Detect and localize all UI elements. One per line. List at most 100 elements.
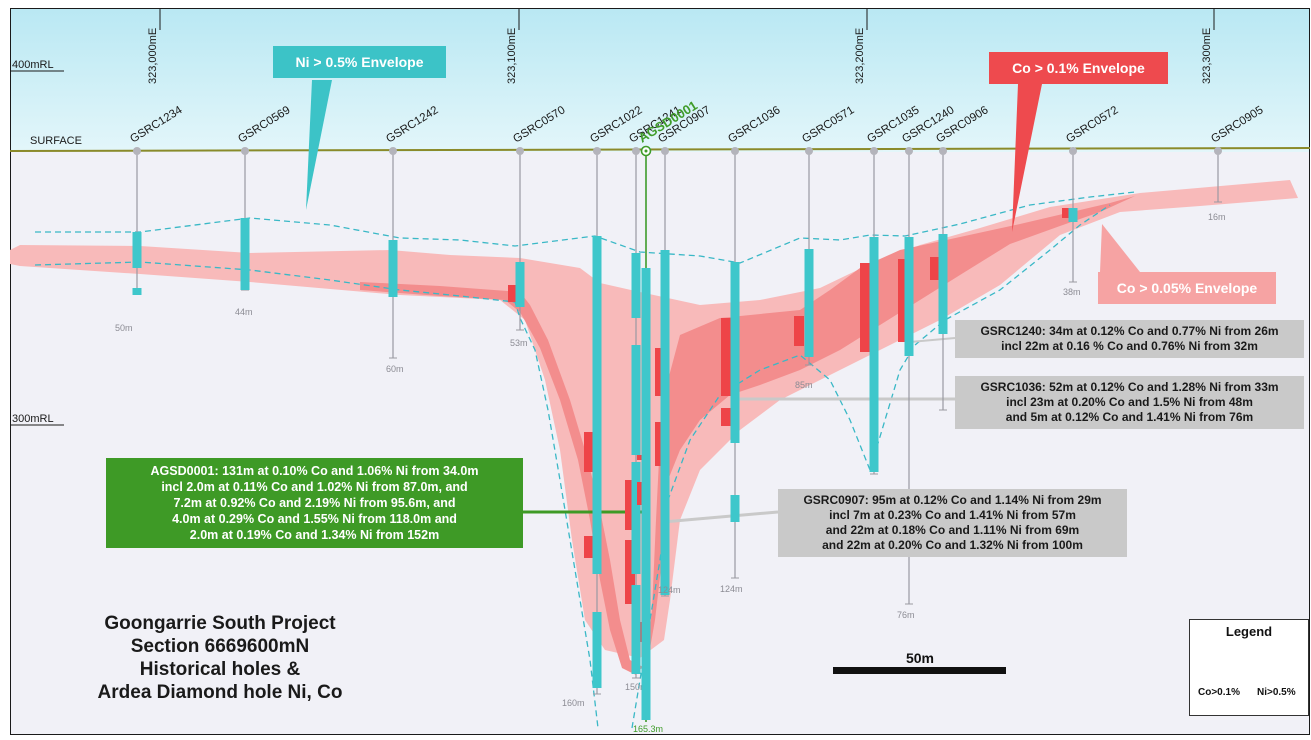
section-title: Goongarrie South Project Section 6669600… <box>64 612 376 704</box>
ni-intercept <box>641 268 651 720</box>
title-line: Section 6669600mN <box>130 636 310 657</box>
callout-line: incl 23m at 0.20% Co and 1.5% Ni from 48… <box>1006 395 1253 409</box>
callout-line: 7.2m at 0.92% Co and 2.19% Ni from 95.6m… <box>173 496 456 510</box>
callout-line: incl 2.0m at 0.11% Co and 1.02% Ni from … <box>161 480 468 494</box>
title-line: Ardea Diamond hole Ni, Co <box>97 682 343 703</box>
ni-intercept <box>631 253 641 318</box>
ni-envelope-label: Ni > 0.5% Envelope <box>273 46 446 78</box>
co-high-envelope-label: Co > 0.1% Envelope <box>989 52 1168 84</box>
legend: Legend Co>0.1% Ni>0.5% <box>1189 619 1309 716</box>
hole-collar <box>661 147 669 155</box>
co-intercept <box>584 432 594 472</box>
co-intercept <box>898 259 908 342</box>
ni-envelope-outline <box>35 191 1136 264</box>
surface-label: SURFACE <box>30 135 82 147</box>
easting-label: 323,200mE <box>854 28 866 84</box>
hole-depth-label: 160m <box>562 698 585 708</box>
hole-collar <box>516 147 524 155</box>
callout-leader <box>909 337 956 343</box>
callout-line: GSRC0907: 95m at 0.12% Co and 1.14% Ni f… <box>803 493 1102 507</box>
ni-intercept <box>631 585 641 674</box>
co-intercept <box>655 422 665 466</box>
hole-collar <box>1069 147 1077 155</box>
co-intercept <box>794 316 804 346</box>
co-intercept <box>584 536 594 558</box>
ni-intercept <box>938 234 948 334</box>
hole-depth-label: 50m <box>115 323 133 333</box>
hole-collar <box>939 147 947 155</box>
hole-depth-label: 60m <box>386 364 404 374</box>
easting-tick: 323,300mE <box>1201 8 1215 84</box>
callout-line: 2.0m at 0.19% Co and 1.34% Ni from 152m <box>189 528 440 542</box>
hole-collar <box>593 147 601 155</box>
callout-line: GSRC1036: 52m at 0.12% Co and 1.28% Ni f… <box>980 380 1279 394</box>
co-intercept <box>625 540 635 604</box>
title-line: Goongarrie South Project <box>104 613 336 634</box>
envelope-pointer <box>306 80 332 210</box>
ni-intercept <box>730 495 740 522</box>
hole-collar <box>389 147 397 155</box>
hole-collar <box>731 147 739 155</box>
callout-line: and 22m at 0.18% Co and 1.11% Ni from 69… <box>825 523 1080 537</box>
ni-intercept <box>869 237 879 472</box>
agsd0001-callout: AGSD0001: 131m at 0.10% Co and 1.06% Ni … <box>106 458 523 548</box>
legend-co-label: Co>0.1% <box>1198 687 1240 698</box>
ni-intercept <box>804 249 814 357</box>
hole-depth-label: 124m <box>720 584 743 594</box>
ni-envelope-outline <box>34 261 599 729</box>
envelope-pointer <box>1100 224 1140 272</box>
hole-collar <box>241 147 249 155</box>
level-label: 400mRL <box>12 59 54 71</box>
surface-line <box>9 147 1311 152</box>
co-low-envelope-label: Co > 0.05% Envelope <box>1098 272 1276 304</box>
ni-intercept <box>730 262 740 443</box>
hole-depth-label: 165.3m <box>633 724 663 734</box>
hole-depth-label: 16m <box>1208 212 1226 222</box>
co-intercept <box>930 257 940 280</box>
hole-collar <box>870 147 878 155</box>
ni-intercept <box>515 262 525 307</box>
ni-intercept <box>904 237 914 356</box>
hole-depth-label: 44m <box>235 307 253 317</box>
callout-line: GSRC1240: 34m at 0.12% Co and 0.77% Ni f… <box>980 324 1279 338</box>
hole-collar <box>133 147 141 155</box>
co-intercept <box>721 408 731 426</box>
title-line: Historical holes & <box>139 659 301 680</box>
scale-bar <box>833 667 1006 674</box>
callout-line: AGSD0001: 131m at 0.10% Co and 1.06% Ni … <box>150 464 479 478</box>
hole-collar-dot <box>644 149 648 153</box>
co-intercept <box>721 318 731 396</box>
gsrc1240-callout: GSRC1240: 34m at 0.12% Co and 0.77% Ni f… <box>955 320 1304 358</box>
legend-ni-label: Ni>0.5% <box>1257 687 1296 698</box>
co-low-envelope <box>10 180 1298 658</box>
callout-line: and 22m at 0.20% Co and 1.32% Ni from 10… <box>822 538 1083 552</box>
hole-collar <box>1214 147 1222 155</box>
ni-intercept <box>1068 208 1078 222</box>
legend-title: Legend <box>1225 624 1273 639</box>
easting-tick: 323,200mE <box>854 8 868 84</box>
hole-collar <box>905 147 913 155</box>
callout-line: 4.0m at 0.29% Co and 1.55% Ni from 118.0… <box>172 512 457 526</box>
co-intercept <box>1062 208 1072 218</box>
gsrc0907-callout: GSRC0907: 95m at 0.12% Co and 1.14% Ni f… <box>778 489 1127 557</box>
gsrc1036-callout: GSRC1036: 52m at 0.12% Co and 1.28% Ni f… <box>955 376 1304 429</box>
co-intercept <box>625 480 635 530</box>
hole-depth-label: 85m <box>795 380 813 390</box>
scale-label: 50m <box>905 650 935 666</box>
envelope-pointer <box>1012 84 1042 232</box>
hole-depth-label: 38m <box>1063 287 1081 297</box>
co-intercept <box>655 348 665 396</box>
co-intercept <box>860 263 870 352</box>
co-intercept <box>508 285 518 302</box>
easting-tick: 323,000mE <box>147 8 161 84</box>
ni-intercept <box>660 250 670 595</box>
easting-label: 323,100mE <box>506 28 518 84</box>
easting-label: 323,000mE <box>147 28 159 84</box>
ni-intercept <box>240 218 250 290</box>
hole-depth-label: 150m <box>625 682 648 692</box>
level-label: 300mRL <box>12 413 54 425</box>
hole-depth-label: 132m <box>0 0 23 2</box>
hole-depth-label: 124m <box>658 585 681 595</box>
ni-intercept <box>388 240 398 297</box>
